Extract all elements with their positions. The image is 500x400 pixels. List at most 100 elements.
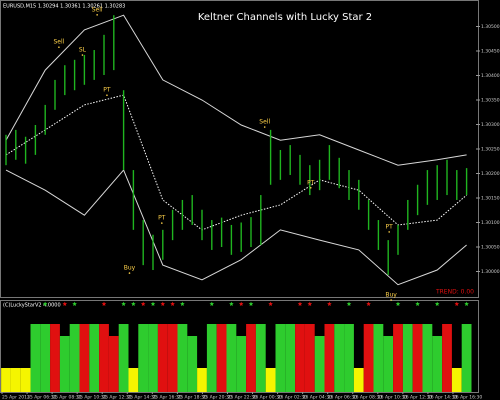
indicator-bar: [393, 324, 403, 392]
x-tick-label: 26 Apr 08:30: [353, 395, 382, 400]
y-tick-label: 1.30400: [481, 73, 500, 79]
indicator-bar: [216, 324, 227, 392]
indicator-bar: [50, 324, 60, 392]
x-tick-label: 26 Apr 06:30: [328, 395, 357, 400]
indicator-bar: [412, 324, 423, 392]
annotation-marker: [161, 222, 163, 224]
y-tick-label: 1.30250: [481, 147, 500, 153]
annotation: Buy: [124, 265, 136, 272]
signal-star: [150, 301, 156, 306]
indicator-bar: [285, 324, 296, 392]
annotation-marker: [96, 14, 98, 16]
indicator-bar: [69, 324, 80, 392]
signal-star: [464, 301, 469, 306]
indicator-bar: [353, 368, 364, 392]
signal-star: [327, 301, 332, 306]
band-line: [5, 14, 467, 166]
indicator-bar: [177, 324, 188, 392]
indicator-bar: [99, 324, 109, 392]
x-tick-label: 26 Apr 04:30: [303, 395, 332, 400]
indicator-bar: [461, 324, 472, 392]
x-tick-label: 25 Apr 14:30: [127, 395, 156, 400]
signal-star: [415, 301, 420, 306]
signal-star: [209, 301, 215, 306]
signal-star: [229, 301, 234, 306]
indicator-bar: [304, 324, 315, 392]
signal-star: [180, 301, 185, 306]
annotation-marker: [388, 231, 390, 233]
indicator-bar: [148, 324, 158, 392]
x-tick-label: 26 Apr 02:30: [278, 395, 307, 400]
indicator-bar: [314, 336, 325, 392]
indicator-bar: [383, 336, 394, 392]
indicator-bar: [20, 368, 31, 392]
indicator-bar: [275, 324, 286, 392]
annotation-marker: [263, 126, 266, 128]
x-tick-label: 25 Apr 12:30: [102, 395, 131, 400]
x-tick-label: 25 Apr 2013: [2, 395, 30, 400]
indicator-bar: [236, 336, 247, 392]
indicator-bar: [206, 324, 217, 392]
annotation: PT: [158, 215, 166, 222]
y-tick-label: 1.30350: [481, 98, 500, 104]
signal-star: [101, 301, 107, 306]
indicator-bar: [59, 336, 70, 392]
signal-star: [346, 301, 352, 306]
x-tick-label: 25 Apr 06:30: [27, 395, 56, 400]
indicator-bar: [187, 336, 198, 392]
indicator-bar: [432, 336, 443, 392]
annotation-marker: [390, 299, 392, 301]
indicator-bar: [226, 324, 237, 392]
indicator-bar: [167, 324, 178, 392]
indicator-bar: [1, 368, 11, 392]
y-tick-label: 1.30000: [481, 269, 500, 275]
annotation: PT: [386, 223, 394, 230]
x-tick-label: 25 Apr 22:30: [227, 395, 256, 400]
indicator-bar: [89, 324, 100, 392]
indicator-bar: [108, 336, 119, 392]
indicator-bar: [422, 324, 433, 392]
x-tick-label: 26 Apr 14:30: [428, 395, 457, 400]
indicator-bar: [442, 324, 452, 392]
indicator-bar: [402, 324, 413, 392]
x-tick-label: 25 Apr 16:30: [152, 395, 181, 400]
indicator-bar: [324, 324, 335, 392]
indicator-bar: [118, 324, 129, 392]
signal-star: [121, 301, 126, 306]
indicator-bar: [344, 324, 354, 392]
annotation-marker: [106, 94, 108, 96]
x-tick-label: 25 Apr 20:30: [202, 395, 231, 400]
annotation-marker: [309, 187, 312, 189]
annotation: PT: [307, 179, 315, 186]
indicator-bar: [363, 324, 374, 392]
indicator-bar: [10, 368, 21, 392]
x-tick-label: 25 Apr 18:30: [177, 395, 206, 400]
y-tick-label: 1.30450: [481, 49, 500, 55]
y-tick-label: 1.30500: [481, 24, 500, 30]
annotation: SL: [79, 47, 87, 54]
signal-star: [42, 301, 48, 306]
indicator-bar: [128, 368, 139, 392]
annotation-marker: [58, 46, 60, 48]
indicator-bar: [334, 324, 345, 392]
y-tick-label: 1.30050: [481, 245, 500, 251]
indicator-bar: [157, 324, 168, 392]
indicator-label: (C)LuckyStarV2 4.0000: [3, 303, 61, 309]
signal-star: [238, 301, 244, 306]
indicator-bar: [197, 368, 207, 392]
y-tick-label: 1.30200: [481, 171, 500, 177]
indicator-bar: [295, 324, 305, 392]
signal-star: [434, 301, 440, 306]
indicator-bar: [373, 324, 384, 392]
signal-star: [454, 301, 460, 306]
indicator-bar: [40, 324, 51, 392]
x-tick-label: 26 Apr 00:30: [253, 395, 282, 400]
chart-title: Keltner Channels with Lucky Star 2: [198, 12, 372, 23]
indicator-bar: [30, 324, 41, 392]
signal-star: [140, 301, 146, 306]
annotation: Sell: [259, 119, 270, 126]
y-tick-label: 1.30100: [481, 220, 500, 226]
annotation: PT: [103, 87, 111, 94]
symbol-header: EURUSD,M15 1.30294 1.30361 1.30261 1.302…: [3, 4, 125, 10]
